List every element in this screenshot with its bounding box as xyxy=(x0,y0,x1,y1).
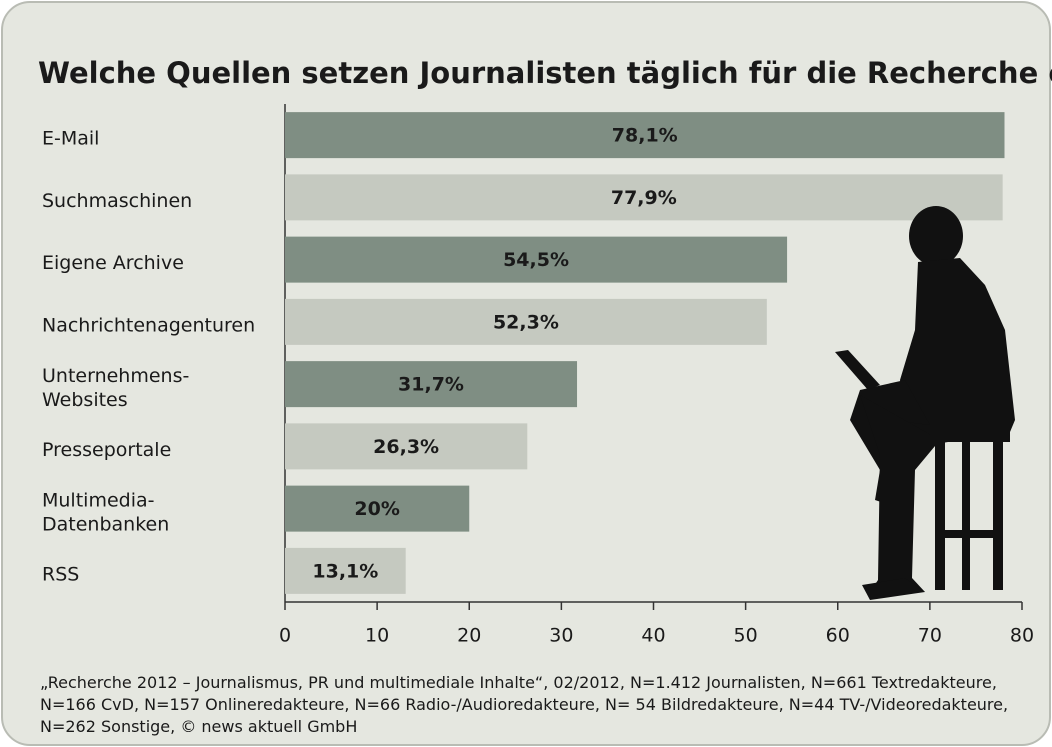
x-tick-label: 70 xyxy=(918,625,942,647)
value-label: 52,3% xyxy=(493,311,559,333)
x-tick-label: 20 xyxy=(457,625,481,647)
bar xyxy=(285,485,470,532)
x-tick-label: 0 xyxy=(279,625,291,647)
y-tick-label: Presseportale xyxy=(42,439,171,461)
value-label: 78,1% xyxy=(612,125,678,147)
y-tick-label: RSS xyxy=(42,563,79,585)
x-tick-label: 30 xyxy=(549,625,573,647)
x-tick-label: 50 xyxy=(734,625,758,647)
y-tick-label: Nachrichtenagenturen xyxy=(42,314,255,336)
bar xyxy=(285,174,1003,221)
y-tick-label: Eigene Archive xyxy=(42,252,184,274)
value-label: 54,5% xyxy=(503,249,569,271)
y-tick-label: Suchmaschinen xyxy=(42,190,192,212)
value-label: 26,3% xyxy=(373,436,439,458)
x-tick-label: 60 xyxy=(826,625,850,647)
x-tick-label: 40 xyxy=(641,625,665,647)
x-tick-label: 10 xyxy=(365,625,389,647)
y-tick-label: E-Mail xyxy=(42,128,99,150)
bar xyxy=(285,361,578,408)
silhouette xyxy=(835,206,1015,600)
value-label: 13,1% xyxy=(312,560,378,582)
bar xyxy=(285,236,788,283)
value-label: 77,9% xyxy=(611,187,677,209)
bar xyxy=(285,423,528,470)
value-label: 31,7% xyxy=(398,374,464,396)
value-label: 20% xyxy=(354,498,399,520)
bar xyxy=(285,298,767,345)
source-note: „Recherche 2012 – Journalismus, PR und m… xyxy=(40,673,1009,736)
bar xyxy=(285,112,1005,159)
chart-title: Welche Quellen setzen Journalisten tägli… xyxy=(38,56,1052,90)
y-tick-label: Multimedia-Datenbanken xyxy=(42,489,169,535)
bar xyxy=(285,547,406,594)
y-tick-label: Unternehmens-Websites xyxy=(42,365,189,411)
x-tick-label: 80 xyxy=(1010,625,1034,647)
